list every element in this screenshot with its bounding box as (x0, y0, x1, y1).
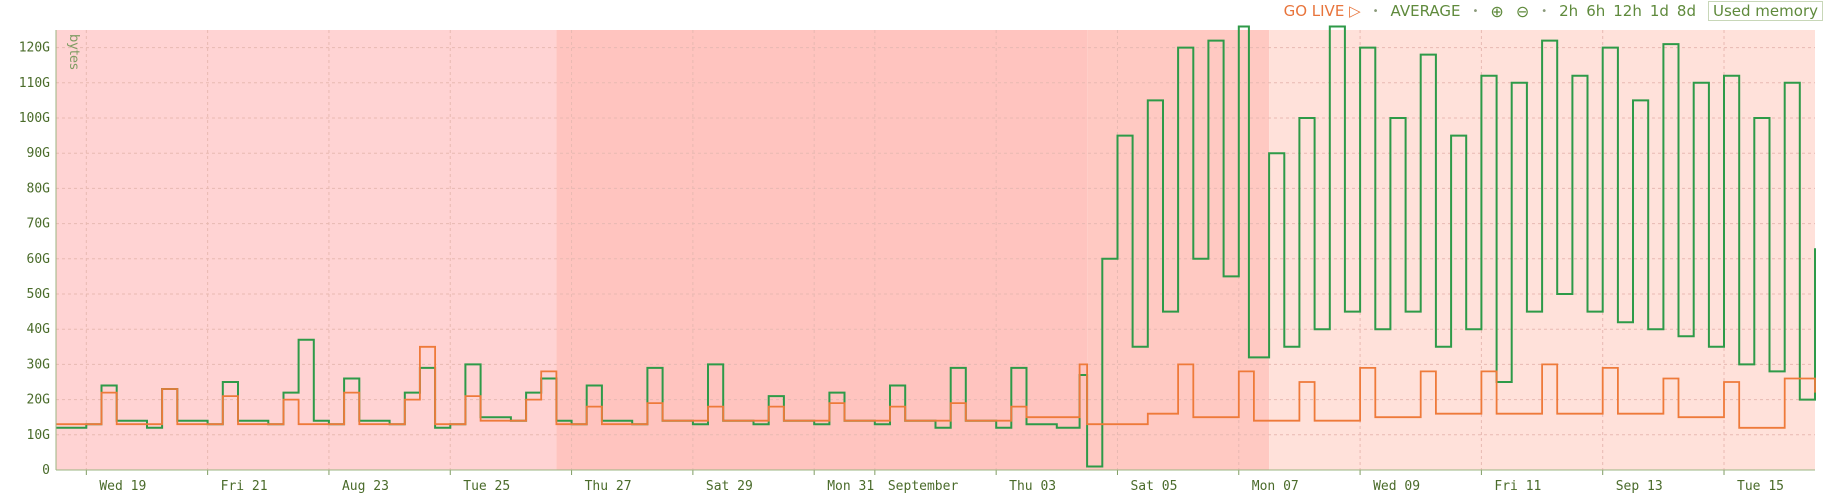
x-tick-label: Wed 09 (1373, 479, 1420, 494)
separator-dot: • (1472, 5, 1479, 17)
play-icon: ▷ (1349, 2, 1361, 20)
y-tick-label: 30G (27, 357, 51, 372)
separator-dot: • (1541, 5, 1548, 17)
metric-select[interactable]: Used memory (1708, 1, 1823, 21)
x-tick-label: Tue 15 (1737, 479, 1784, 494)
go-live-label: GO LIVE (1283, 2, 1345, 20)
x-tick-label: Thu 27 (585, 479, 632, 494)
y-tick-label: 10G (27, 428, 51, 443)
y-tick-label: 120G (19, 41, 50, 56)
x-tick-label: September (888, 479, 959, 494)
x-tick-label: Fri 11 (1494, 479, 1541, 494)
alert-band (556, 30, 1088, 470)
aggregation-select[interactable]: AVERAGE (1390, 2, 1461, 20)
y-tick-label: 70G (27, 217, 51, 232)
y-tick-label: 90G (27, 146, 51, 161)
y-tick-label: 40G (27, 322, 51, 337)
series-line-orange (56, 345, 1816, 429)
x-tick-label: Sat 05 (1130, 479, 1177, 494)
x-tick-label: Thu 03 (1009, 479, 1056, 494)
time-range-options: 2h 6h 12h 1d 8d (1559, 2, 1696, 20)
x-tick-label: Wed 19 (99, 479, 146, 494)
x-tick-label: Aug 23 (342, 479, 389, 494)
y-tick-label: 110G (19, 76, 50, 91)
go-live-button[interactable]: GO LIVE ▷ (1284, 2, 1361, 20)
zoom-in-icon[interactable]: ⊕ (1490, 1, 1504, 21)
range-12h-button[interactable]: 12h (1613, 2, 1642, 20)
x-tick-label: Fri 21 (221, 479, 268, 494)
range-2h-button[interactable]: 2h (1559, 2, 1579, 20)
y-tick-label: 80G (27, 181, 51, 196)
chart-toolbar: GO LIVE ▷ • AVERAGE • ⊕ ⊖ • 2h 6h 12h 1d… (1284, 0, 1827, 22)
zoom-out-icon[interactable]: ⊖ (1515, 1, 1530, 21)
separator-dot: • (1372, 5, 1379, 17)
x-tick-label: Sat 29 (706, 479, 753, 494)
y-tick-label: 50G (27, 287, 51, 302)
range-1d-button[interactable]: 1d (1649, 2, 1669, 20)
x-tick-label: Mon 31 (827, 479, 874, 494)
y-tick-label: 20G (27, 393, 51, 408)
range-8d-button[interactable]: 8d (1676, 2, 1696, 20)
y-tick-label: 60G (27, 252, 51, 267)
y-tick-label: 100G (19, 111, 50, 126)
range-6h-button[interactable]: 6h (1586, 2, 1606, 20)
y-axis-unit-label: bytes (66, 34, 81, 70)
x-tick-label: Mon 07 (1252, 479, 1299, 494)
y-tick-label: 0 (42, 463, 50, 478)
x-tick-label: Sep 13 (1616, 479, 1663, 494)
x-tick-label: Tue 25 (463, 479, 510, 494)
